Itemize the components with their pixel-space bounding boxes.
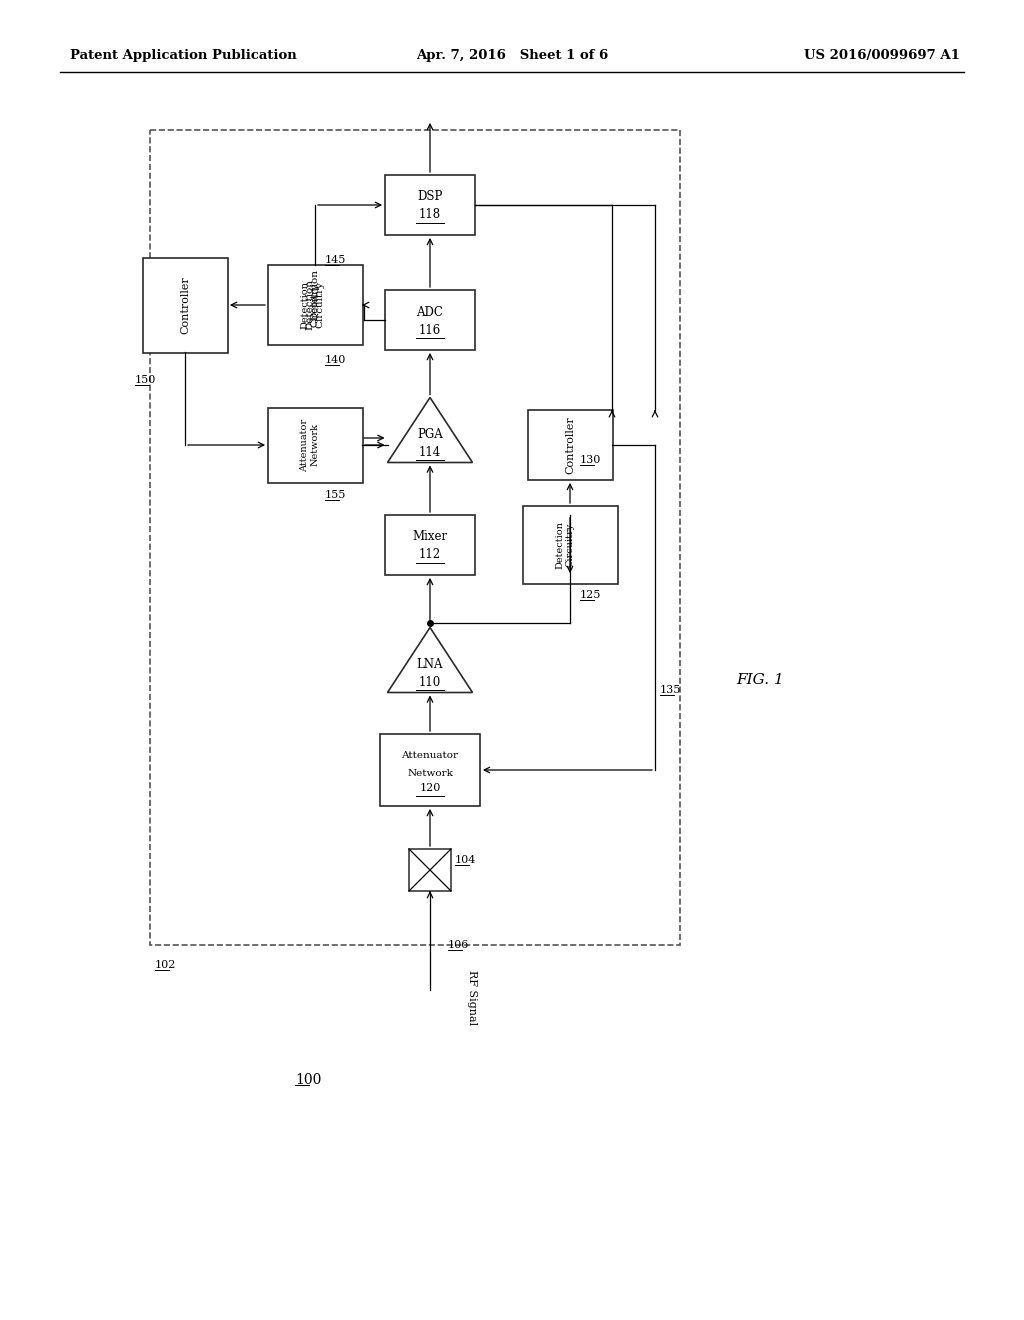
- Bar: [380, 734, 480, 807]
- Text: LNA: LNA: [417, 659, 443, 672]
- Text: Attenuator: Attenuator: [401, 751, 459, 760]
- Text: 125: 125: [580, 590, 601, 601]
- Bar: [527, 411, 612, 480]
- Text: 150: 150: [135, 375, 157, 385]
- Text: FIG. 1: FIG. 1: [736, 673, 784, 686]
- Text: 104: 104: [455, 855, 476, 865]
- Text: US 2016/0099697 A1: US 2016/0099697 A1: [804, 49, 961, 62]
- Text: 100: 100: [295, 1073, 322, 1086]
- Text: Detection
Circuitry: Detection Circuitry: [555, 521, 574, 569]
- Text: 130: 130: [580, 455, 601, 465]
- Text: 140: 140: [325, 355, 346, 366]
- Text: PGA: PGA: [417, 429, 442, 441]
- Text: 116: 116: [419, 323, 441, 337]
- Text: 114: 114: [419, 446, 441, 458]
- Text: 145: 145: [325, 255, 346, 265]
- Bar: [385, 515, 475, 576]
- Bar: [385, 290, 475, 350]
- Text: 120: 120: [419, 783, 440, 793]
- Bar: [385, 176, 475, 235]
- Text: Controller: Controller: [565, 416, 575, 474]
- Text: Detection
Circuitry: Detection Circuitry: [305, 280, 325, 330]
- Text: 112: 112: [419, 549, 441, 561]
- Bar: [267, 408, 362, 483]
- Text: Detection
Circuitry: Detection Circuitry: [300, 281, 319, 329]
- Text: 106: 106: [449, 940, 469, 950]
- Polygon shape: [387, 397, 472, 462]
- Bar: [522, 506, 617, 583]
- Bar: [150, 129, 680, 945]
- Text: Network: Network: [408, 768, 453, 777]
- Text: RF Signal: RF Signal: [467, 970, 477, 1026]
- Text: Detection: Detection: [310, 269, 319, 321]
- Bar: [142, 257, 227, 352]
- Text: Patent Application Publication: Patent Application Publication: [70, 49, 297, 62]
- Text: Controller: Controller: [180, 276, 190, 334]
- Text: DSP: DSP: [418, 190, 442, 203]
- Text: Apr. 7, 2016   Sheet 1 of 6: Apr. 7, 2016 Sheet 1 of 6: [416, 49, 608, 62]
- Polygon shape: [387, 627, 472, 693]
- Bar: [409, 849, 451, 891]
- Text: Attenuator
Network: Attenuator Network: [300, 418, 319, 471]
- Text: 102: 102: [155, 960, 176, 970]
- Text: 155: 155: [325, 490, 346, 500]
- Text: 110: 110: [419, 676, 441, 689]
- Text: ADC: ADC: [417, 305, 443, 318]
- Text: 135: 135: [660, 685, 681, 696]
- Bar: [267, 265, 362, 345]
- Text: Mixer: Mixer: [413, 531, 447, 544]
- Text: 118: 118: [419, 209, 441, 222]
